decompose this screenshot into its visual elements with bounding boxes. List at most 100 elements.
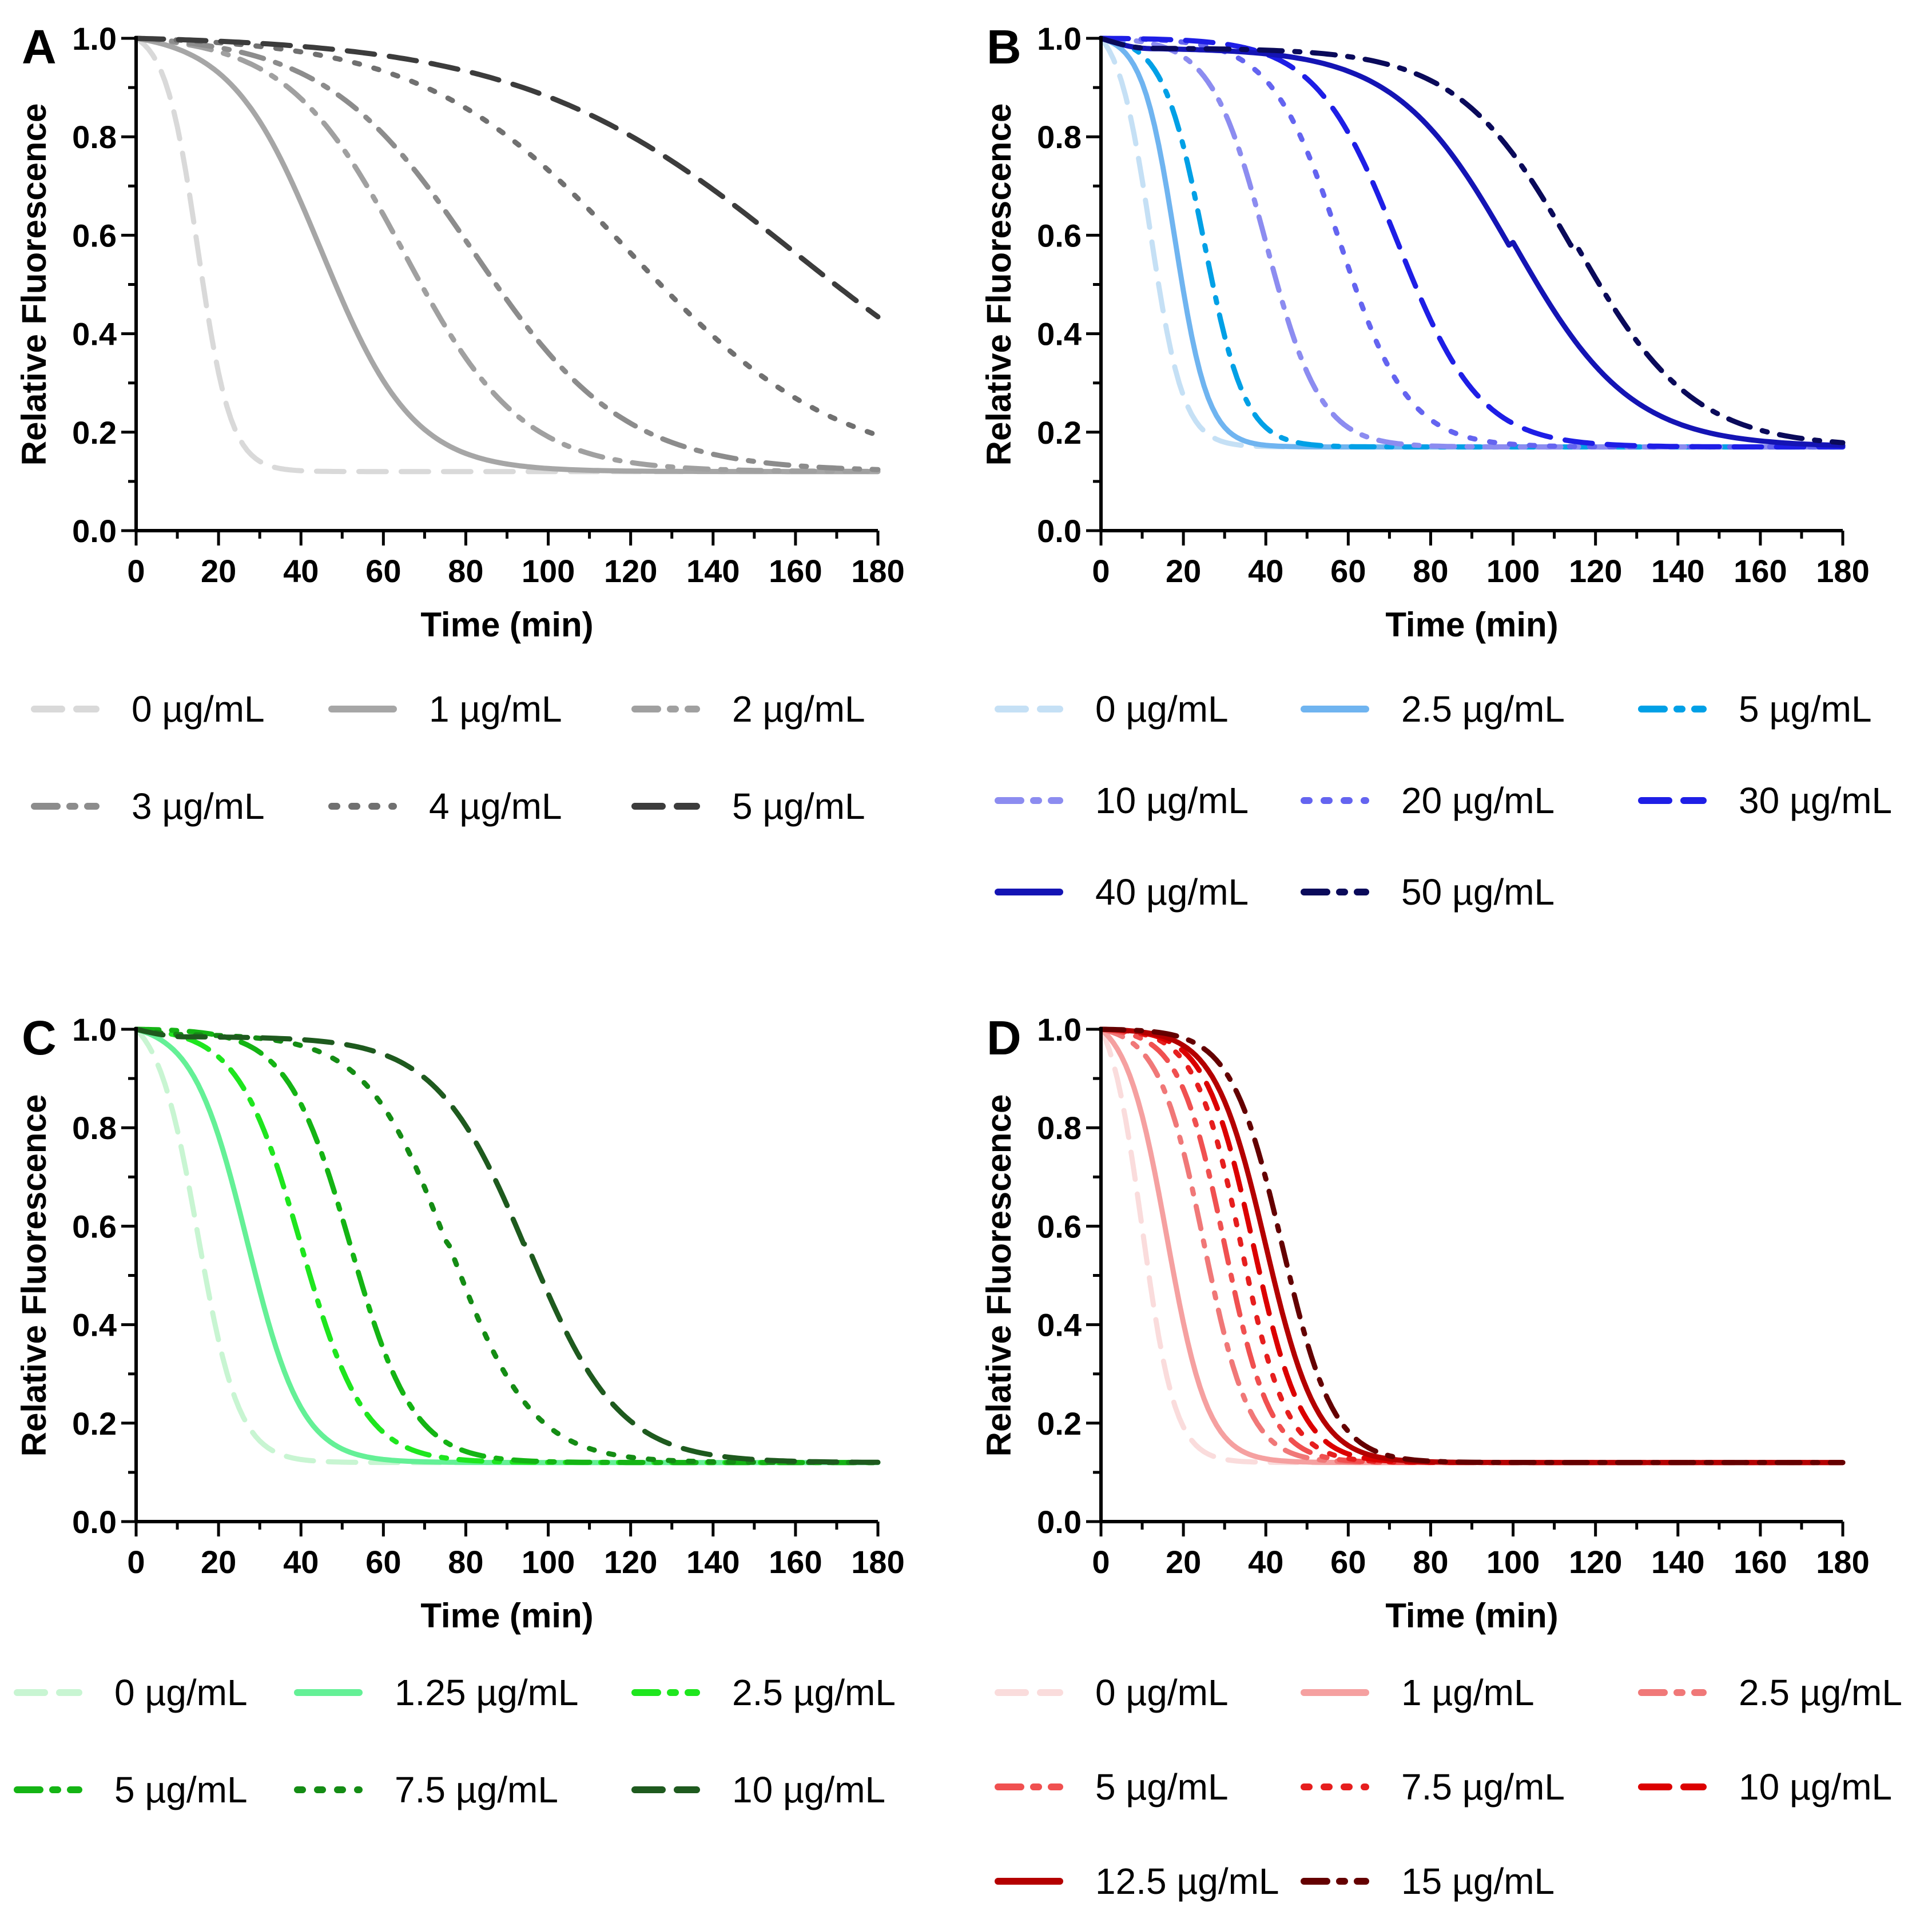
legend-label: 3 µg/mL (132, 786, 265, 827)
x-tick-label: 140 (686, 1544, 740, 1580)
series-line (133, 35, 881, 472)
x-tick-label: 60 (365, 1544, 401, 1580)
x-tick-label: 120 (1569, 553, 1622, 589)
x-tick-label: 40 (1248, 1544, 1283, 1580)
legend-label: 10 µg/mL (732, 1769, 885, 1810)
legend: 0 µg/mL 2.5 µg/mL 5 µg/mL 10 µg/mL 20 µg/mL 3… (995, 688, 1892, 913)
legend-label: 0 µg/mL (114, 1672, 248, 1713)
x-tick-label: 180 (1816, 1544, 1869, 1580)
legend-label: 1 µg/mL (1401, 1672, 1535, 1713)
series-line (133, 1026, 881, 1466)
x-tick-label: 0 (1092, 553, 1110, 589)
x-tick-label: 80 (448, 553, 483, 589)
panel-label: B (987, 20, 1021, 74)
legend-label: 0 µg/mL (1095, 688, 1229, 730)
chart-panel-B: 0 20 40 60 80 100 120 140 160 180 0.0 0.2 0.4 0.6 0.8 1… (980, 20, 1892, 913)
x-axis-title: Time (min) (1385, 606, 1558, 644)
panel-label: C (22, 1011, 57, 1065)
chart-panel-C: 0 20 40 60 80 100 120 140 160 180 0.0 0.2 0.4 0.6 0.8 1… (14, 1011, 905, 1810)
legend: 0 µg/mL 1.25 µg/mL 2.5 µg/mL 5 µg/mL 7.5 µg/… (14, 1672, 896, 1810)
x-tick-label: 60 (1330, 1544, 1366, 1580)
x-tick-label: 40 (283, 553, 319, 589)
x-tick-label: 0 (127, 1544, 145, 1580)
y-tick-label: 0.6 (1037, 217, 1082, 253)
x-tick-label: 40 (283, 1544, 319, 1580)
x-tick-label: 20 (201, 553, 236, 589)
x-tick-label: 20 (1166, 553, 1201, 589)
y-tick-label: 0.6 (1037, 1208, 1082, 1244)
legend-label: 2.5 µg/mL (1739, 1672, 1902, 1713)
x-tick-label: 60 (1330, 553, 1366, 589)
x-tick-label: 0 (127, 553, 145, 589)
legend: 0 µg/mL 1 µg/mL 2 µg/mL 3 µg/mL 4 µg/mL 5 µg/… (31, 688, 865, 827)
legend-label: 12.5 µg/mL (1095, 1861, 1279, 1902)
legend-label: 10 µg/mL (1739, 1766, 1892, 1807)
x-tick-label: 140 (1651, 1544, 1704, 1580)
legend-label: 2.5 µg/mL (1401, 688, 1565, 730)
x-tick-label: 100 (522, 553, 575, 589)
y-axis-title: Relative Fluorescence (980, 103, 1018, 466)
series-line (1098, 35, 1846, 450)
y-tick-label: 0.0 (72, 1504, 117, 1540)
series-line (1098, 1026, 1846, 1466)
y-tick-label: 0.4 (72, 316, 117, 352)
y-tick-label: 0.4 (1037, 316, 1082, 352)
x-tick-label: 160 (769, 553, 822, 589)
legend-label: 5 µg/mL (732, 786, 865, 827)
x-tick-label: 100 (1486, 1544, 1540, 1580)
x-tick-label: 180 (851, 553, 904, 589)
x-tick-label: 160 (1734, 1544, 1787, 1580)
series-line (1098, 35, 1846, 448)
y-tick-label: 0.0 (1037, 513, 1082, 549)
y-tick-label: 0.4 (1037, 1307, 1082, 1343)
y-tick-label: 0.0 (1037, 1504, 1082, 1540)
panel-label: D (987, 1011, 1021, 1065)
legend: 0 µg/mL 1 µg/mL 2.5 µg/mL 5 µg/mL 7.5 µg/mL 1… (995, 1672, 1902, 1902)
y-tick-label: 0.8 (72, 1110, 117, 1146)
x-tick-label: 120 (604, 553, 657, 589)
x-tick-label: 80 (1413, 1544, 1448, 1580)
legend-label: 0 µg/mL (132, 688, 265, 730)
panel-label: A (22, 20, 57, 74)
x-tick-label: 20 (1166, 1544, 1201, 1580)
legend-label: 50 µg/mL (1401, 871, 1555, 913)
x-tick-label: 180 (851, 1544, 904, 1580)
x-tick-label: 100 (1486, 553, 1540, 589)
legend-label: 10 µg/mL (1095, 780, 1249, 821)
x-tick-label: 160 (769, 1544, 822, 1580)
y-tick-label: 1.0 (72, 21, 117, 57)
x-tick-label: 140 (1651, 553, 1704, 589)
y-tick-label: 0.6 (72, 217, 117, 253)
legend-label: 1 µg/mL (429, 688, 562, 730)
legend-label: 2.5 µg/mL (732, 1672, 896, 1713)
legend-label: 2 µg/mL (732, 688, 865, 730)
y-tick-label: 0.2 (1037, 415, 1082, 451)
x-tick-label: 80 (448, 1544, 483, 1580)
legend-label: 5 µg/mL (114, 1769, 248, 1810)
series-line (133, 35, 881, 474)
x-tick-label: 120 (604, 1544, 657, 1580)
legend-label: 7.5 µg/mL (1401, 1766, 1565, 1807)
x-tick-label: 120 (1569, 1544, 1622, 1580)
x-tick-label: 100 (522, 1544, 575, 1580)
x-axis-title: Time (min) (420, 1596, 593, 1635)
y-tick-label: 0.8 (1037, 1110, 1082, 1146)
x-tick-label: 40 (1248, 553, 1283, 589)
legend-label: 7.5 µg/mL (395, 1769, 558, 1810)
y-tick-label: 0.8 (1037, 119, 1082, 155)
legend-label: 15 µg/mL (1401, 1861, 1555, 1902)
x-axis-title: Time (min) (420, 606, 593, 644)
y-tick-label: 0.0 (72, 513, 117, 549)
y-tick-label: 0.2 (72, 1406, 117, 1442)
y-tick-label: 1.0 (72, 1012, 117, 1048)
y-tick-label: 0.4 (72, 1307, 117, 1343)
series-line (133, 1026, 881, 1466)
chart-panel-D: 0 20 40 60 80 100 120 140 160 180 0.0 0.2 0.4 0.6 0.8 1… (980, 1011, 1902, 1902)
series-line (1098, 35, 1846, 445)
legend-label: 20 µg/mL (1401, 780, 1555, 821)
y-tick-label: 0.2 (72, 415, 117, 451)
x-axis-title: Time (min) (1385, 1596, 1558, 1635)
x-tick-label: 140 (686, 553, 740, 589)
